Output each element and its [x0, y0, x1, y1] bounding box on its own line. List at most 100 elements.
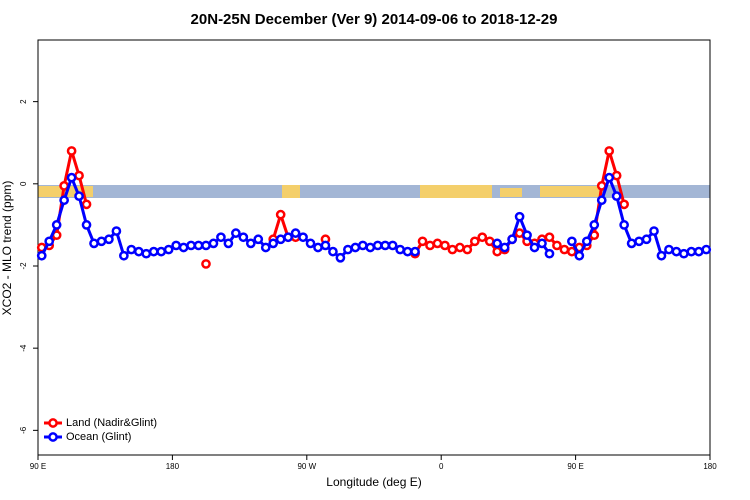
- data-point: [529, 242, 540, 253]
- y-tick-label: -2: [19, 262, 28, 270]
- data-point: [253, 234, 264, 245]
- y-axis-label: XCO2 - MLO trend (ppm): [0, 181, 14, 316]
- data-point: [268, 238, 279, 249]
- data-point: [201, 240, 211, 251]
- data-point: [402, 246, 413, 257]
- data-point: [81, 199, 92, 210]
- data-point: [701, 244, 712, 255]
- data-point: [245, 238, 256, 249]
- data-point: [51, 220, 62, 230]
- data-point: [141, 248, 152, 259]
- data-point: [432, 238, 443, 249]
- legend: Land (Nadir&Glint) Ocean (Glint): [44, 417, 157, 443]
- data-point: [208, 238, 219, 249]
- data-point: [417, 236, 428, 247]
- data-point: [604, 172, 615, 183]
- data-point: [574, 250, 585, 261]
- data-point: [365, 242, 376, 253]
- data-point: [649, 226, 659, 236]
- data-point: [604, 146, 615, 156]
- y-tick-label: -4: [19, 344, 28, 352]
- data-point: [290, 228, 301, 238]
- data-point: [231, 228, 241, 238]
- data-point: [59, 195, 69, 206]
- data-point: [425, 240, 435, 251]
- x-tick-label: 180: [166, 462, 180, 471]
- data-point: [156, 246, 167, 257]
- data-point: [66, 172, 77, 183]
- data-point: [656, 250, 667, 261]
- data-point: [507, 234, 517, 245]
- data-point: [544, 232, 555, 243]
- data-point: [462, 244, 473, 255]
- data-point: [522, 230, 532, 241]
- x-tick-label: 90 W: [297, 462, 316, 471]
- legend-marker: [48, 432, 58, 442]
- data-point: [186, 240, 196, 251]
- data-point: [328, 246, 338, 257]
- x-tick-label: 0: [439, 462, 444, 471]
- data-point: [619, 220, 629, 230]
- data-point: [484, 236, 495, 247]
- legend-label: Ocean (Glint): [66, 431, 131, 443]
- data-point: [537, 238, 547, 249]
- data-point: [81, 220, 92, 230]
- data-point: [350, 242, 361, 253]
- data-point: [492, 238, 503, 249]
- data-point: [178, 242, 189, 253]
- data-point: [380, 240, 391, 251]
- data-point: [275, 209, 286, 220]
- data-point: [111, 226, 122, 236]
- data-point: [410, 246, 420, 257]
- data-point: [581, 236, 592, 247]
- data-point: [477, 232, 488, 243]
- data-point: [275, 234, 286, 245]
- data-point: [455, 242, 465, 253]
- data-point: [171, 240, 181, 251]
- x-axis-label: Longitude (deg E): [326, 475, 421, 489]
- data-point: [686, 246, 697, 257]
- data-point: [499, 242, 510, 253]
- data-point: [440, 240, 450, 251]
- data-point: [387, 240, 398, 251]
- data-point: [298, 232, 308, 243]
- data-point: [679, 248, 689, 259]
- data-point: [693, 246, 704, 257]
- data-point: [96, 236, 107, 247]
- data-point: [163, 244, 174, 255]
- data-point: [89, 238, 99, 249]
- data-point: [305, 238, 316, 249]
- data-point: [641, 234, 652, 245]
- data-point: [126, 244, 137, 255]
- legend-marker: [48, 418, 58, 428]
- data-point: [74, 191, 84, 201]
- data-point: [313, 242, 323, 253]
- data-point: [343, 244, 353, 255]
- data-point: [335, 252, 346, 263]
- data-point: [372, 240, 383, 251]
- chart-title: 20N-25N December (Ver 9) 2014-09-06 to 2…: [191, 11, 558, 28]
- data-point: [283, 232, 293, 243]
- data-point: [320, 240, 331, 251]
- data-point: [611, 191, 622, 201]
- series-line: [41, 149, 626, 255]
- data-point: [201, 259, 211, 269]
- data-point: [119, 250, 129, 261]
- legend-label: Land (Nadir&Glint): [66, 417, 157, 429]
- data-point: [559, 244, 570, 255]
- map-strip: [38, 185, 710, 198]
- data-point: [589, 220, 600, 230]
- data-point: [596, 195, 607, 206]
- data-point: [514, 211, 525, 222]
- x-tick-label: 90 E: [30, 462, 46, 471]
- data-point: [238, 232, 249, 243]
- data-point: [671, 246, 682, 257]
- data-point: [611, 170, 622, 181]
- data-point: [395, 244, 405, 255]
- data-point: [104, 234, 114, 245]
- data-point: [619, 199, 629, 210]
- data-point: [514, 228, 525, 238]
- data-point: [44, 236, 55, 247]
- data-point: [552, 240, 562, 251]
